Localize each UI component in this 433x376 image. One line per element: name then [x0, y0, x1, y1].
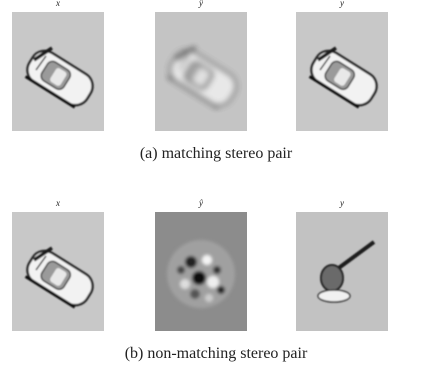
noise-spot — [205, 294, 213, 302]
panel-label: ŷ — [198, 0, 203, 8]
object-base — [318, 290, 350, 302]
object-body — [321, 265, 343, 291]
panel-image — [12, 212, 104, 331]
panel-label: x — [55, 198, 60, 208]
panel-label: x — [55, 0, 60, 8]
noise-blob — [167, 240, 235, 308]
noise-spot — [190, 289, 200, 299]
caption: (b) non-matching stereo pair — [125, 345, 308, 362]
panel-image — [155, 212, 247, 331]
caption: (a) matching stereo pair — [140, 145, 293, 162]
noise-spot — [217, 286, 225, 294]
panel-image — [296, 12, 388, 131]
panel-label: y — [339, 198, 344, 208]
panel-image — [12, 12, 104, 131]
panel-label: y — [339, 0, 344, 8]
noise-spot — [202, 255, 212, 265]
noise-spot — [180, 279, 190, 289]
noise-spot — [213, 266, 221, 274]
noise-spot — [207, 276, 219, 288]
noise-spot — [192, 271, 206, 285]
panel-label: ŷ — [198, 198, 203, 208]
noise-spot — [185, 256, 197, 268]
panel-image — [155, 12, 247, 131]
noise-spot — [177, 266, 185, 274]
figure: x ŷ y (a) matching stereo pair x ŷ y (b) non-ma… — [0, 0, 433, 376]
panel-image — [296, 212, 388, 331]
